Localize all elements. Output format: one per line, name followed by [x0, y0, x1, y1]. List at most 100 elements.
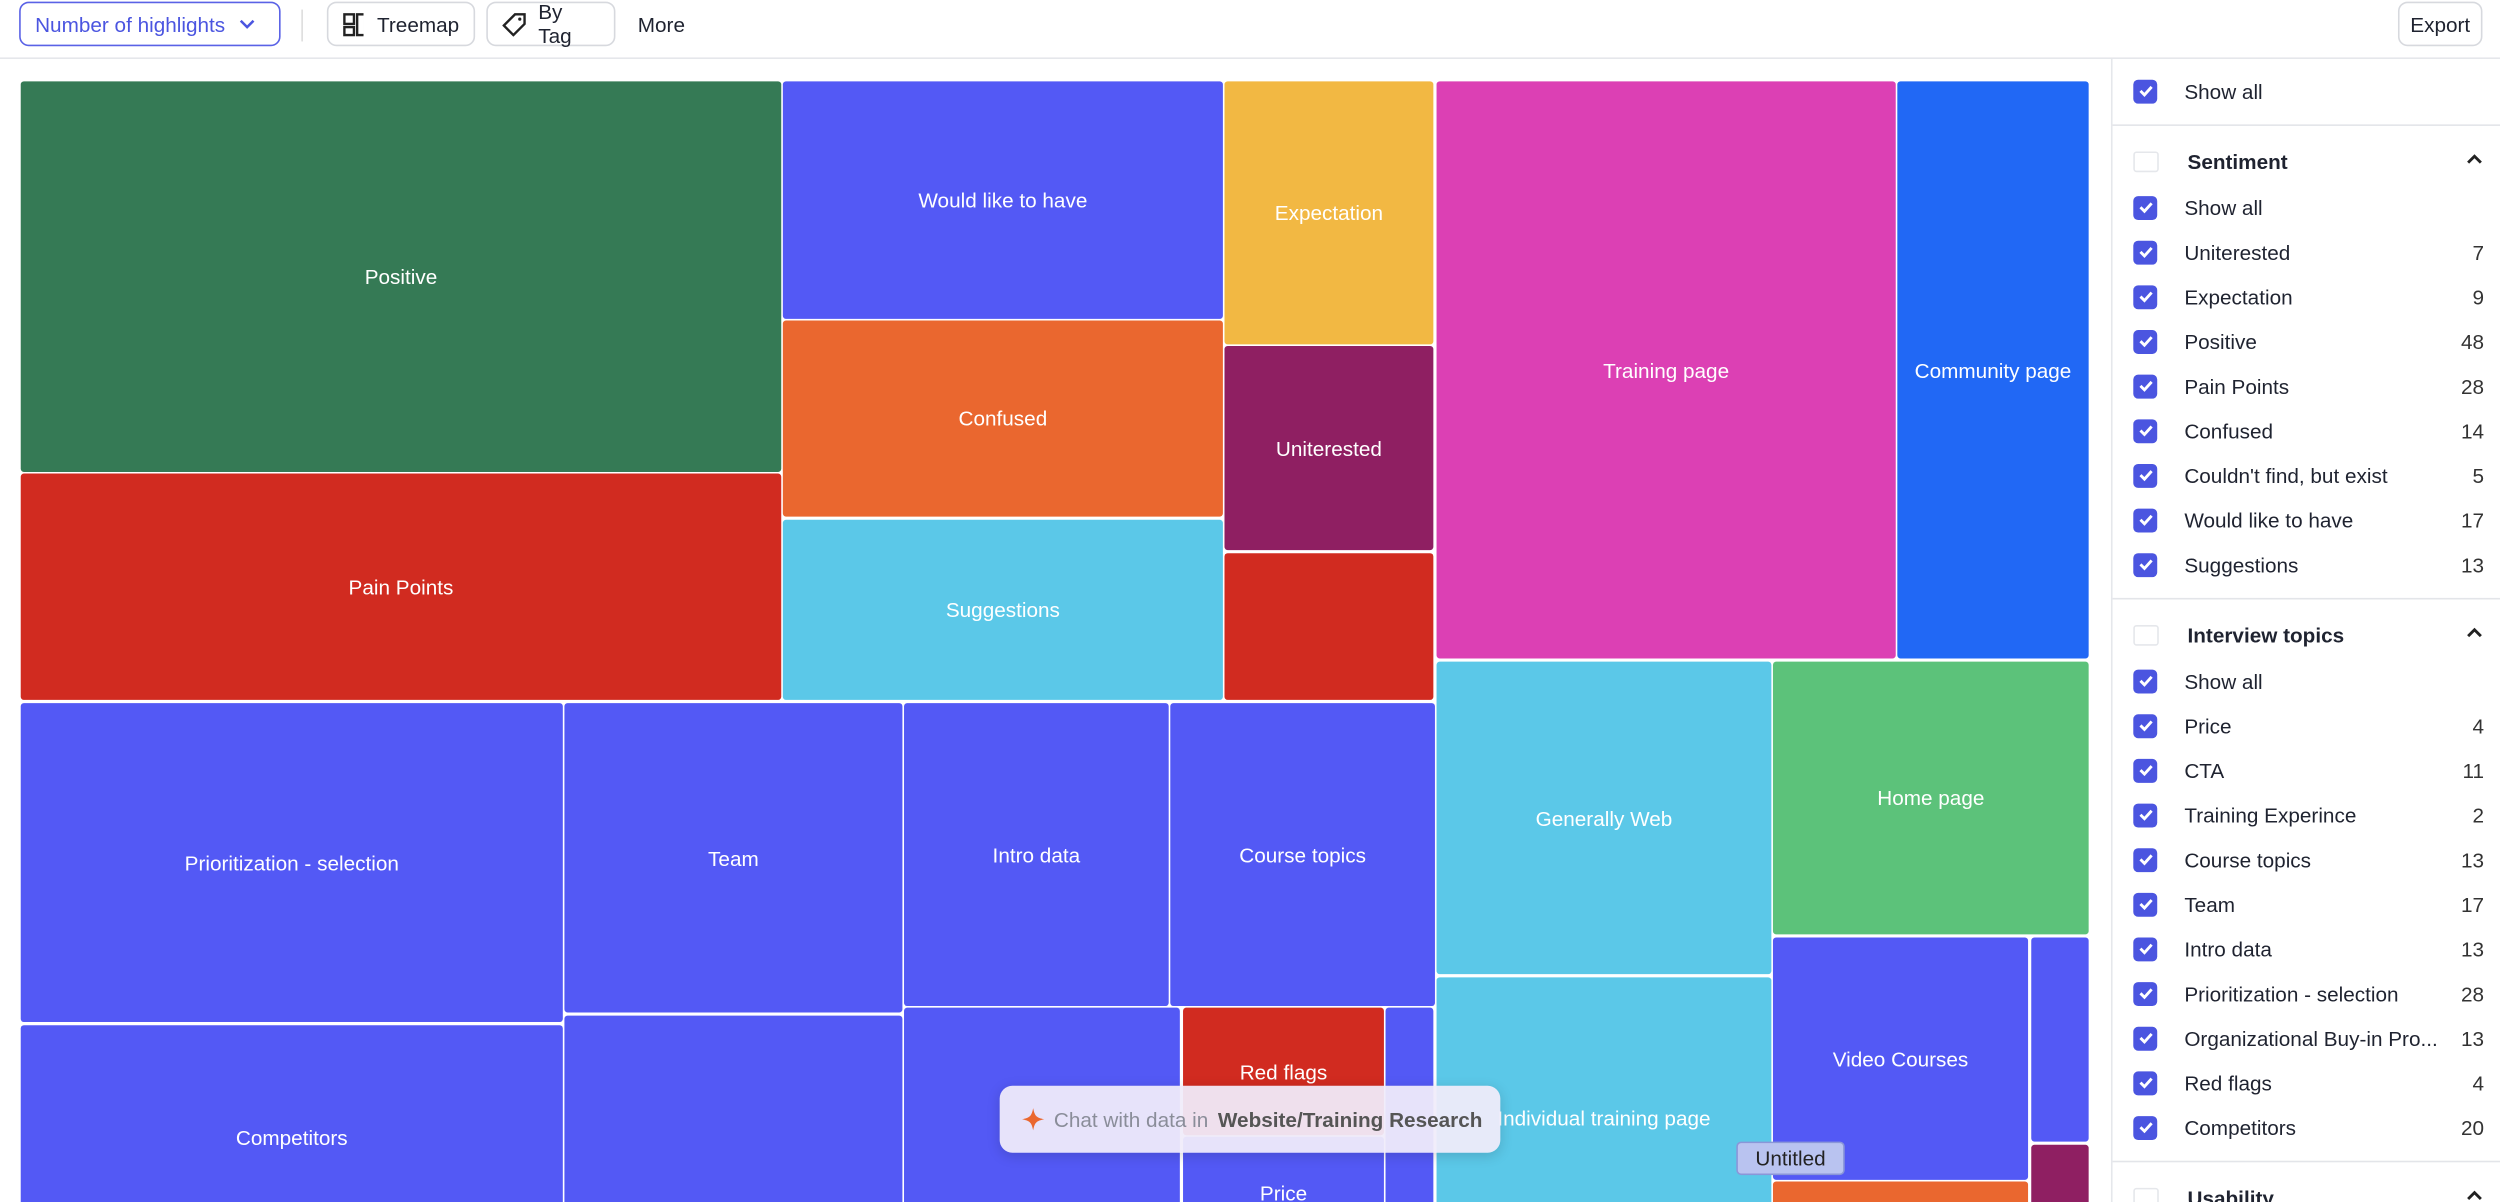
checkbox[interactable]: [2133, 329, 2158, 354]
filter-label: Intro data: [2184, 936, 2272, 961]
filter-row[interactable]: Show all: [2133, 665, 2484, 697]
tile-label: Generally Web: [1535, 805, 1673, 830]
treemap-tile[interactable]: [1772, 1181, 2029, 1202]
treemap-tile[interactable]: Course topics: [1170, 703, 1435, 1007]
filter-label: Positive: [2184, 329, 2257, 354]
tile-label: Competitors: [235, 1124, 348, 1149]
group-title: Usability: [2187, 1185, 2274, 1202]
filter-label: Price: [2184, 713, 2232, 738]
tooltip: Untitled: [1736, 1141, 1845, 1176]
filter-row[interactable]: Confused 14: [2133, 415, 2484, 447]
checkbox[interactable]: [2133, 1025, 2158, 1050]
treemap-tile[interactable]: Pain Points: [20, 473, 782, 700]
collapse-icon[interactable]: [2465, 1185, 2484, 1202]
checkbox[interactable]: [2133, 195, 2158, 220]
treemap-tile[interactable]: [2031, 937, 2089, 1142]
export-button[interactable]: Export: [2397, 1, 2483, 47]
checkbox[interactable]: [2133, 668, 2158, 693]
filter-label: Couldn't find, but exist: [2184, 463, 2388, 488]
treemap-tile[interactable]: Would like to have: [782, 81, 1223, 319]
treemap-tile[interactable]: Expectation: [1224, 81, 1434, 345]
group-header[interactable]: Interview topics: [2133, 619, 2484, 651]
filter-label: Course topics: [2184, 847, 2312, 872]
checkbox[interactable]: [2133, 1070, 2158, 1095]
checkbox[interactable]: [2133, 507, 2158, 532]
group-button[interactable]: By Tag: [486, 0, 616, 48]
treemap-tile[interactable]: Prioritization - selection: [20, 703, 563, 1023]
checkbox[interactable]: [2133, 463, 2158, 488]
group-header[interactable]: Sentiment: [2133, 145, 2484, 177]
filter-row[interactable]: Couldn't find, but exist 5: [2133, 459, 2484, 491]
checkbox[interactable]: [2133, 418, 2158, 443]
filter-row[interactable]: Red flags 4: [2133, 1067, 2484, 1099]
view-button[interactable]: Treemap: [326, 1, 476, 47]
treemap-tile[interactable]: Intro data: [904, 703, 1169, 1007]
treemap-tile[interactable]: Generally Web: [1436, 661, 1772, 975]
filter-count: 7: [2472, 239, 2485, 264]
group-header[interactable]: Usability: [2133, 1181, 2484, 1202]
filter-row[interactable]: Intro data 13: [2133, 933, 2484, 965]
filter-row[interactable]: Would like to have 17: [2133, 504, 2484, 536]
filter-row[interactable]: Team 17: [2133, 888, 2484, 920]
filter-row[interactable]: Competitors 20: [2133, 1111, 2484, 1143]
filter-row[interactable]: Positive 48: [2133, 325, 2484, 357]
checkbox[interactable]: [2133, 713, 2158, 738]
filter-row[interactable]: Organizational Buy-in Pro... 13: [2133, 1022, 2484, 1054]
filter-count: 13: [2460, 552, 2485, 577]
treemap-tile[interactable]: Home page: [1772, 661, 2089, 935]
treemap-tile[interactable]: [2031, 1144, 2089, 1202]
treemap-tile[interactable]: Training page: [1436, 81, 1896, 659]
filter-row[interactable]: Prioritization - selection 28: [2133, 977, 2484, 1009]
filter-count: 13: [2460, 936, 2485, 961]
metric-label: Number of highlights: [35, 11, 226, 36]
checkbox[interactable]: [2133, 802, 2158, 827]
tile-label: Prioritization - selection: [184, 850, 399, 875]
more-button[interactable]: More: [637, 12, 685, 37]
checkbox[interactable]: [2133, 284, 2158, 309]
collapse-icon[interactable]: [2465, 623, 2484, 647]
treemap-tile[interactable]: Community page: [1897, 81, 2089, 659]
filter-label: Expectation: [2184, 284, 2293, 309]
treemap-tile[interactable]: Competitors: [20, 1025, 563, 1202]
checkbox[interactable]: [2133, 78, 2158, 103]
collapse-icon[interactable]: [2465, 149, 2484, 173]
treemap-tile[interactable]: Positive: [20, 81, 782, 472]
tile-label: Suggestions: [945, 597, 1060, 622]
separator: [2112, 124, 2500, 126]
filter-row[interactable]: Uniterested 7: [2133, 236, 2484, 268]
checkbox[interactable]: [2133, 981, 2158, 1006]
checkbox[interactable]: [2133, 936, 2158, 961]
filter-count: 13: [2460, 1025, 2485, 1050]
checkbox[interactable]: [2133, 892, 2158, 916]
filter-row[interactable]: CTA 11: [2133, 754, 2484, 786]
treemap-tile[interactable]: Suggestions: [782, 519, 1223, 700]
filter-row[interactable]: Suggestions 13: [2133, 548, 2484, 580]
tile-label: Video Courses: [1832, 1046, 1969, 1071]
checkbox[interactable]: [2133, 847, 2158, 872]
checkbox[interactable]: [2133, 758, 2158, 783]
filter-row[interactable]: Pain Points 28: [2133, 370, 2484, 402]
filter-row[interactable]: Course topics 13: [2133, 843, 2484, 875]
treemap-tile[interactable]: Team: [564, 703, 903, 1013]
checkbox[interactable]: [2133, 373, 2158, 398]
filter-row[interactable]: Price 4: [2133, 710, 2484, 742]
checkbox[interactable]: [2133, 552, 2158, 577]
filter-row[interactable]: Expectation 9: [2133, 281, 2484, 313]
treemap-tile[interactable]: Uniterested: [1224, 345, 1434, 551]
metric-dropdown[interactable]: Number of highlights: [19, 1, 281, 47]
filter-row[interactable]: Show all: [2133, 75, 2484, 107]
treemap-tile[interactable]: [564, 1015, 903, 1202]
filter-count: 28: [2460, 373, 2485, 398]
chat-box[interactable]: Chat with data in Website/Training Resea…: [999, 1085, 1501, 1153]
treemap-tile[interactable]: Confused: [782, 320, 1223, 517]
treemap-tile[interactable]: [1224, 553, 1434, 700]
checkbox[interactable]: [2133, 239, 2158, 264]
filter-label: Team: [2184, 892, 2236, 916]
filter-row[interactable]: Training Experince 2: [2133, 799, 2484, 831]
checkbox[interactable]: [2133, 1115, 2158, 1140]
filter-row[interactable]: Show all: [2133, 191, 2484, 223]
tile-label: Home page: [1877, 786, 1985, 810]
treemap-tile[interactable]: Video Courses: [1772, 937, 2029, 1180]
sidebar-divider: [2110, 58, 2113, 1202]
filter-label: CTA: [2184, 758, 2225, 783]
